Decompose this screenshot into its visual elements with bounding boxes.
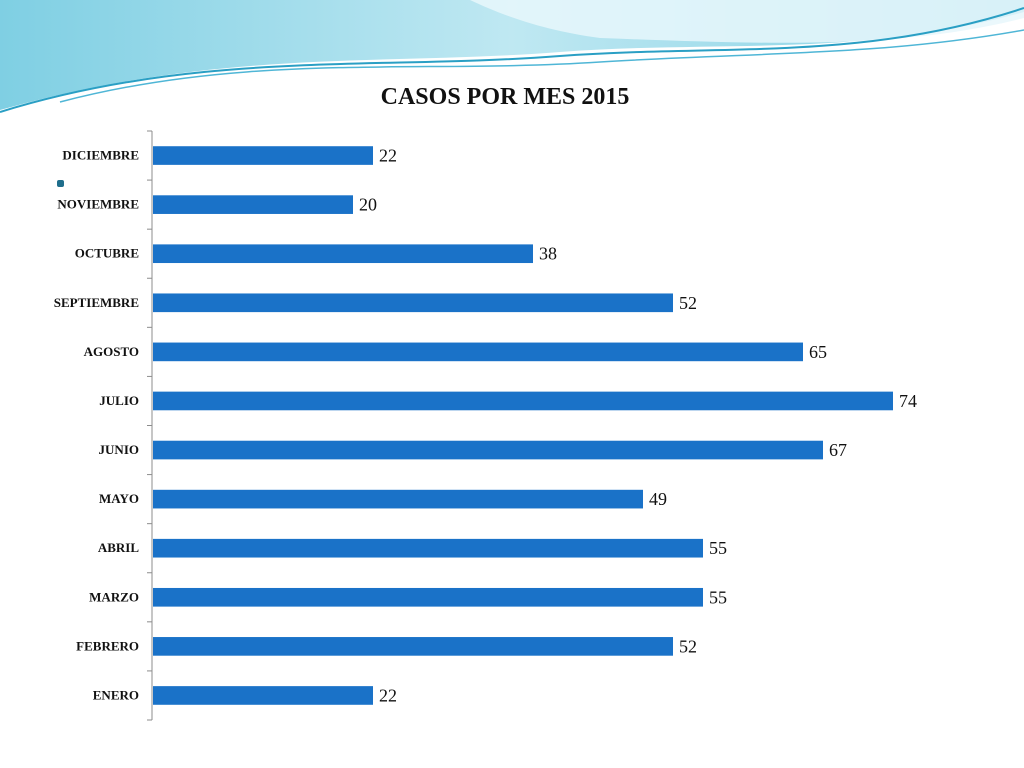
category-label: JULIO [99, 393, 139, 408]
category-label: ABRIL [98, 540, 140, 555]
data-label: 49 [649, 489, 667, 509]
bar [153, 538, 703, 558]
data-label: 65 [809, 342, 827, 362]
bar [153, 637, 673, 656]
data-label: 38 [539, 244, 557, 264]
chart-title: CASOS POR MES 2015 [380, 84, 630, 110]
wave-highlight [470, 0, 1024, 43]
bar [153, 587, 703, 607]
category-label: OCTUBRE [75, 246, 139, 261]
bar [153, 195, 353, 214]
bar [153, 342, 803, 362]
header-wave-decoration [0, 0, 1024, 113]
data-label: 52 [679, 293, 697, 313]
data-label: 55 [709, 587, 727, 607]
bar [153, 440, 823, 460]
data-label: 52 [679, 636, 697, 656]
data-label: 67 [829, 440, 847, 460]
bar [153, 146, 373, 165]
category-label: NOVIEMBRE [57, 197, 139, 212]
category-label: JUNIO [99, 442, 139, 457]
wave-line-2 [59, 29, 1024, 103]
category-label: MAYO [99, 491, 139, 506]
data-label: 22 [379, 146, 397, 166]
category-label: FEBRERO [76, 638, 139, 653]
bar [153, 686, 373, 705]
data-label: 55 [709, 538, 727, 558]
bar [153, 489, 643, 509]
bullet-dot [57, 180, 64, 187]
bar [153, 293, 673, 313]
bar [153, 391, 893, 411]
data-label: 22 [379, 685, 397, 705]
category-label: ENERO [93, 687, 139, 702]
data-label: 74 [899, 391, 917, 411]
bar [153, 244, 533, 264]
wave-line-1 [0, 7, 1024, 113]
category-label: AGOSTO [84, 344, 139, 359]
category-label: SEPTIEMBRE [54, 295, 139, 310]
category-label: DICIEMBRE [62, 148, 139, 163]
category-label: MARZO [89, 589, 139, 604]
data-label: 20 [359, 195, 377, 215]
